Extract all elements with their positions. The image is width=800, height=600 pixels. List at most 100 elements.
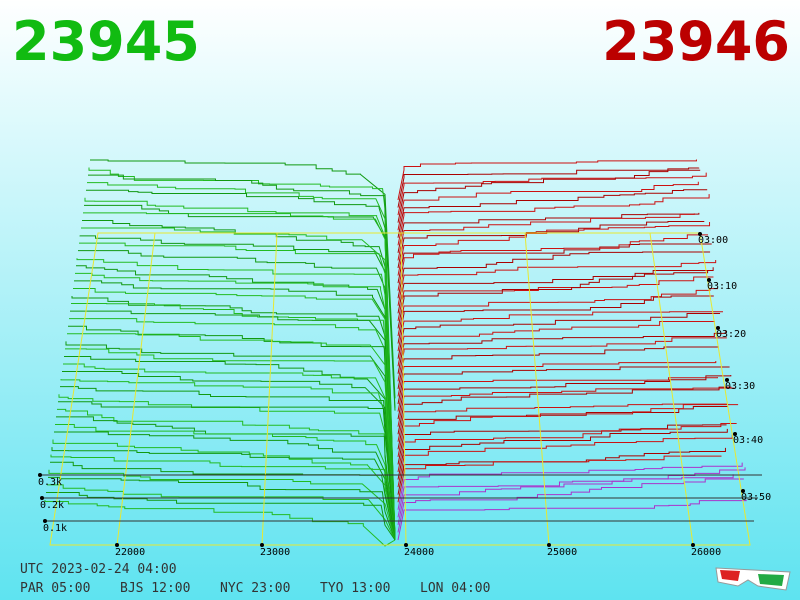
time-tick bbox=[733, 432, 737, 436]
ask-depth-line bbox=[397, 474, 734, 518]
ask-depth-line bbox=[397, 428, 728, 480]
grid-line bbox=[649, 232, 694, 546]
ask-depth-line bbox=[397, 159, 697, 201]
price-label: 26000 bbox=[691, 547, 721, 558]
time-label: 03:30 bbox=[725, 381, 755, 392]
ask-depth-line bbox=[397, 270, 709, 329]
price-tick bbox=[547, 543, 551, 547]
ask-depth-line bbox=[397, 424, 727, 465]
grid-line bbox=[400, 232, 407, 546]
ask-depth-line bbox=[397, 366, 730, 405]
bid-depth-line bbox=[82, 219, 396, 541]
ask-depth-line bbox=[397, 455, 722, 503]
ask-depth-line bbox=[397, 222, 711, 276]
price-tick bbox=[404, 543, 408, 547]
price-label: 24000 bbox=[404, 547, 434, 558]
time-label: 03:00 bbox=[698, 235, 728, 246]
world-clock: PAR 05:00 bbox=[20, 581, 90, 596]
ask-depth-line bbox=[397, 320, 715, 367]
ask-depth-line bbox=[397, 243, 712, 284]
ask-depth-line bbox=[397, 295, 714, 344]
bid-depth-line bbox=[52, 439, 396, 541]
bid-depth-line bbox=[48, 469, 396, 541]
ask-depth-line bbox=[397, 311, 724, 352]
ask-depth-line bbox=[397, 404, 739, 457]
time-label: 03:10 bbox=[707, 281, 737, 292]
grid-line bbox=[261, 232, 278, 546]
ask-price: 23946 bbox=[602, 10, 790, 73]
time-tick bbox=[741, 489, 745, 493]
ask-depth-line bbox=[397, 288, 719, 337]
bid-depth-line bbox=[87, 182, 396, 541]
ask-depth-line bbox=[397, 251, 711, 299]
bid-depth-line bbox=[75, 272, 396, 541]
ask-depth-line bbox=[397, 423, 737, 473]
bid-depth-line bbox=[88, 174, 396, 411]
bid-depth-line bbox=[58, 401, 396, 541]
bid-depth-line bbox=[54, 431, 396, 541]
utc-time: UTC 2023-02-24 04:00 bbox=[20, 562, 177, 577]
bid-depth-line bbox=[58, 394, 396, 541]
bid-depth-line bbox=[84, 197, 396, 541]
bid-depth-line bbox=[51, 447, 396, 541]
ask-depth-line bbox=[397, 313, 721, 359]
bid-depth-line bbox=[62, 371, 396, 541]
depth-lines bbox=[44, 159, 747, 547]
grid-line bbox=[524, 232, 550, 546]
ask-depth-line bbox=[397, 169, 701, 208]
world-clock: BJS 12:00 bbox=[120, 581, 190, 596]
bid-depth-line bbox=[46, 491, 396, 541]
depth-label: 0.2k bbox=[40, 500, 64, 511]
ask-depth-line bbox=[397, 499, 747, 541]
price-tick bbox=[115, 543, 119, 547]
bid-depth-line bbox=[68, 325, 396, 541]
price-label: 22000 bbox=[115, 547, 145, 558]
price-label: 25000 bbox=[547, 547, 577, 558]
ask-depth-line bbox=[397, 330, 727, 374]
ask-depth-line bbox=[397, 172, 707, 216]
ask-depth-line bbox=[397, 386, 732, 435]
bid-depth-line bbox=[71, 303, 396, 541]
ask-depth-line bbox=[397, 260, 717, 306]
bid-depth-line bbox=[69, 318, 396, 541]
price-label: 23000 bbox=[260, 547, 290, 558]
price-tick bbox=[260, 543, 264, 547]
ask-depth-line bbox=[397, 387, 735, 427]
grid-line bbox=[116, 232, 156, 546]
ask-depth-line bbox=[397, 167, 700, 223]
bid-depth-line bbox=[83, 212, 396, 541]
bid-depth-line bbox=[90, 159, 396, 399]
time-tick bbox=[698, 232, 702, 236]
bid-depth-line bbox=[63, 363, 396, 541]
3d-glasses-icon bbox=[715, 567, 791, 591]
bid-depth-line bbox=[48, 476, 396, 541]
bid-depth-line bbox=[74, 280, 396, 541]
bid-depth-line bbox=[67, 333, 396, 541]
ask-depth-line bbox=[397, 346, 719, 389]
depth-label: 0.3k bbox=[38, 477, 62, 488]
bid-depth-line bbox=[79, 242, 396, 541]
bid-depth-line bbox=[73, 287, 396, 541]
bid-depth-line bbox=[81, 227, 396, 541]
depth-tick bbox=[43, 519, 47, 523]
bid-depth-line bbox=[47, 484, 396, 541]
world-clock: TYO 13:00 bbox=[320, 581, 390, 596]
bid-depth-line bbox=[60, 386, 396, 541]
ask-depth-line bbox=[397, 234, 709, 291]
time-tick bbox=[707, 278, 711, 282]
ask-depth-line bbox=[397, 360, 717, 397]
bid-depth-line bbox=[60, 379, 396, 541]
bid-depth-line bbox=[65, 348, 396, 541]
bid-depth-line bbox=[50, 454, 396, 541]
depth-scale bbox=[40, 474, 762, 522]
ask-depth-line bbox=[397, 337, 727, 382]
bid-depth-line bbox=[88, 167, 396, 409]
depth-tick bbox=[40, 496, 44, 500]
price-tick bbox=[691, 543, 695, 547]
bid-depth-line bbox=[64, 355, 396, 541]
ask-depth-line bbox=[397, 267, 714, 314]
depth-label: 0.1k bbox=[43, 523, 67, 534]
